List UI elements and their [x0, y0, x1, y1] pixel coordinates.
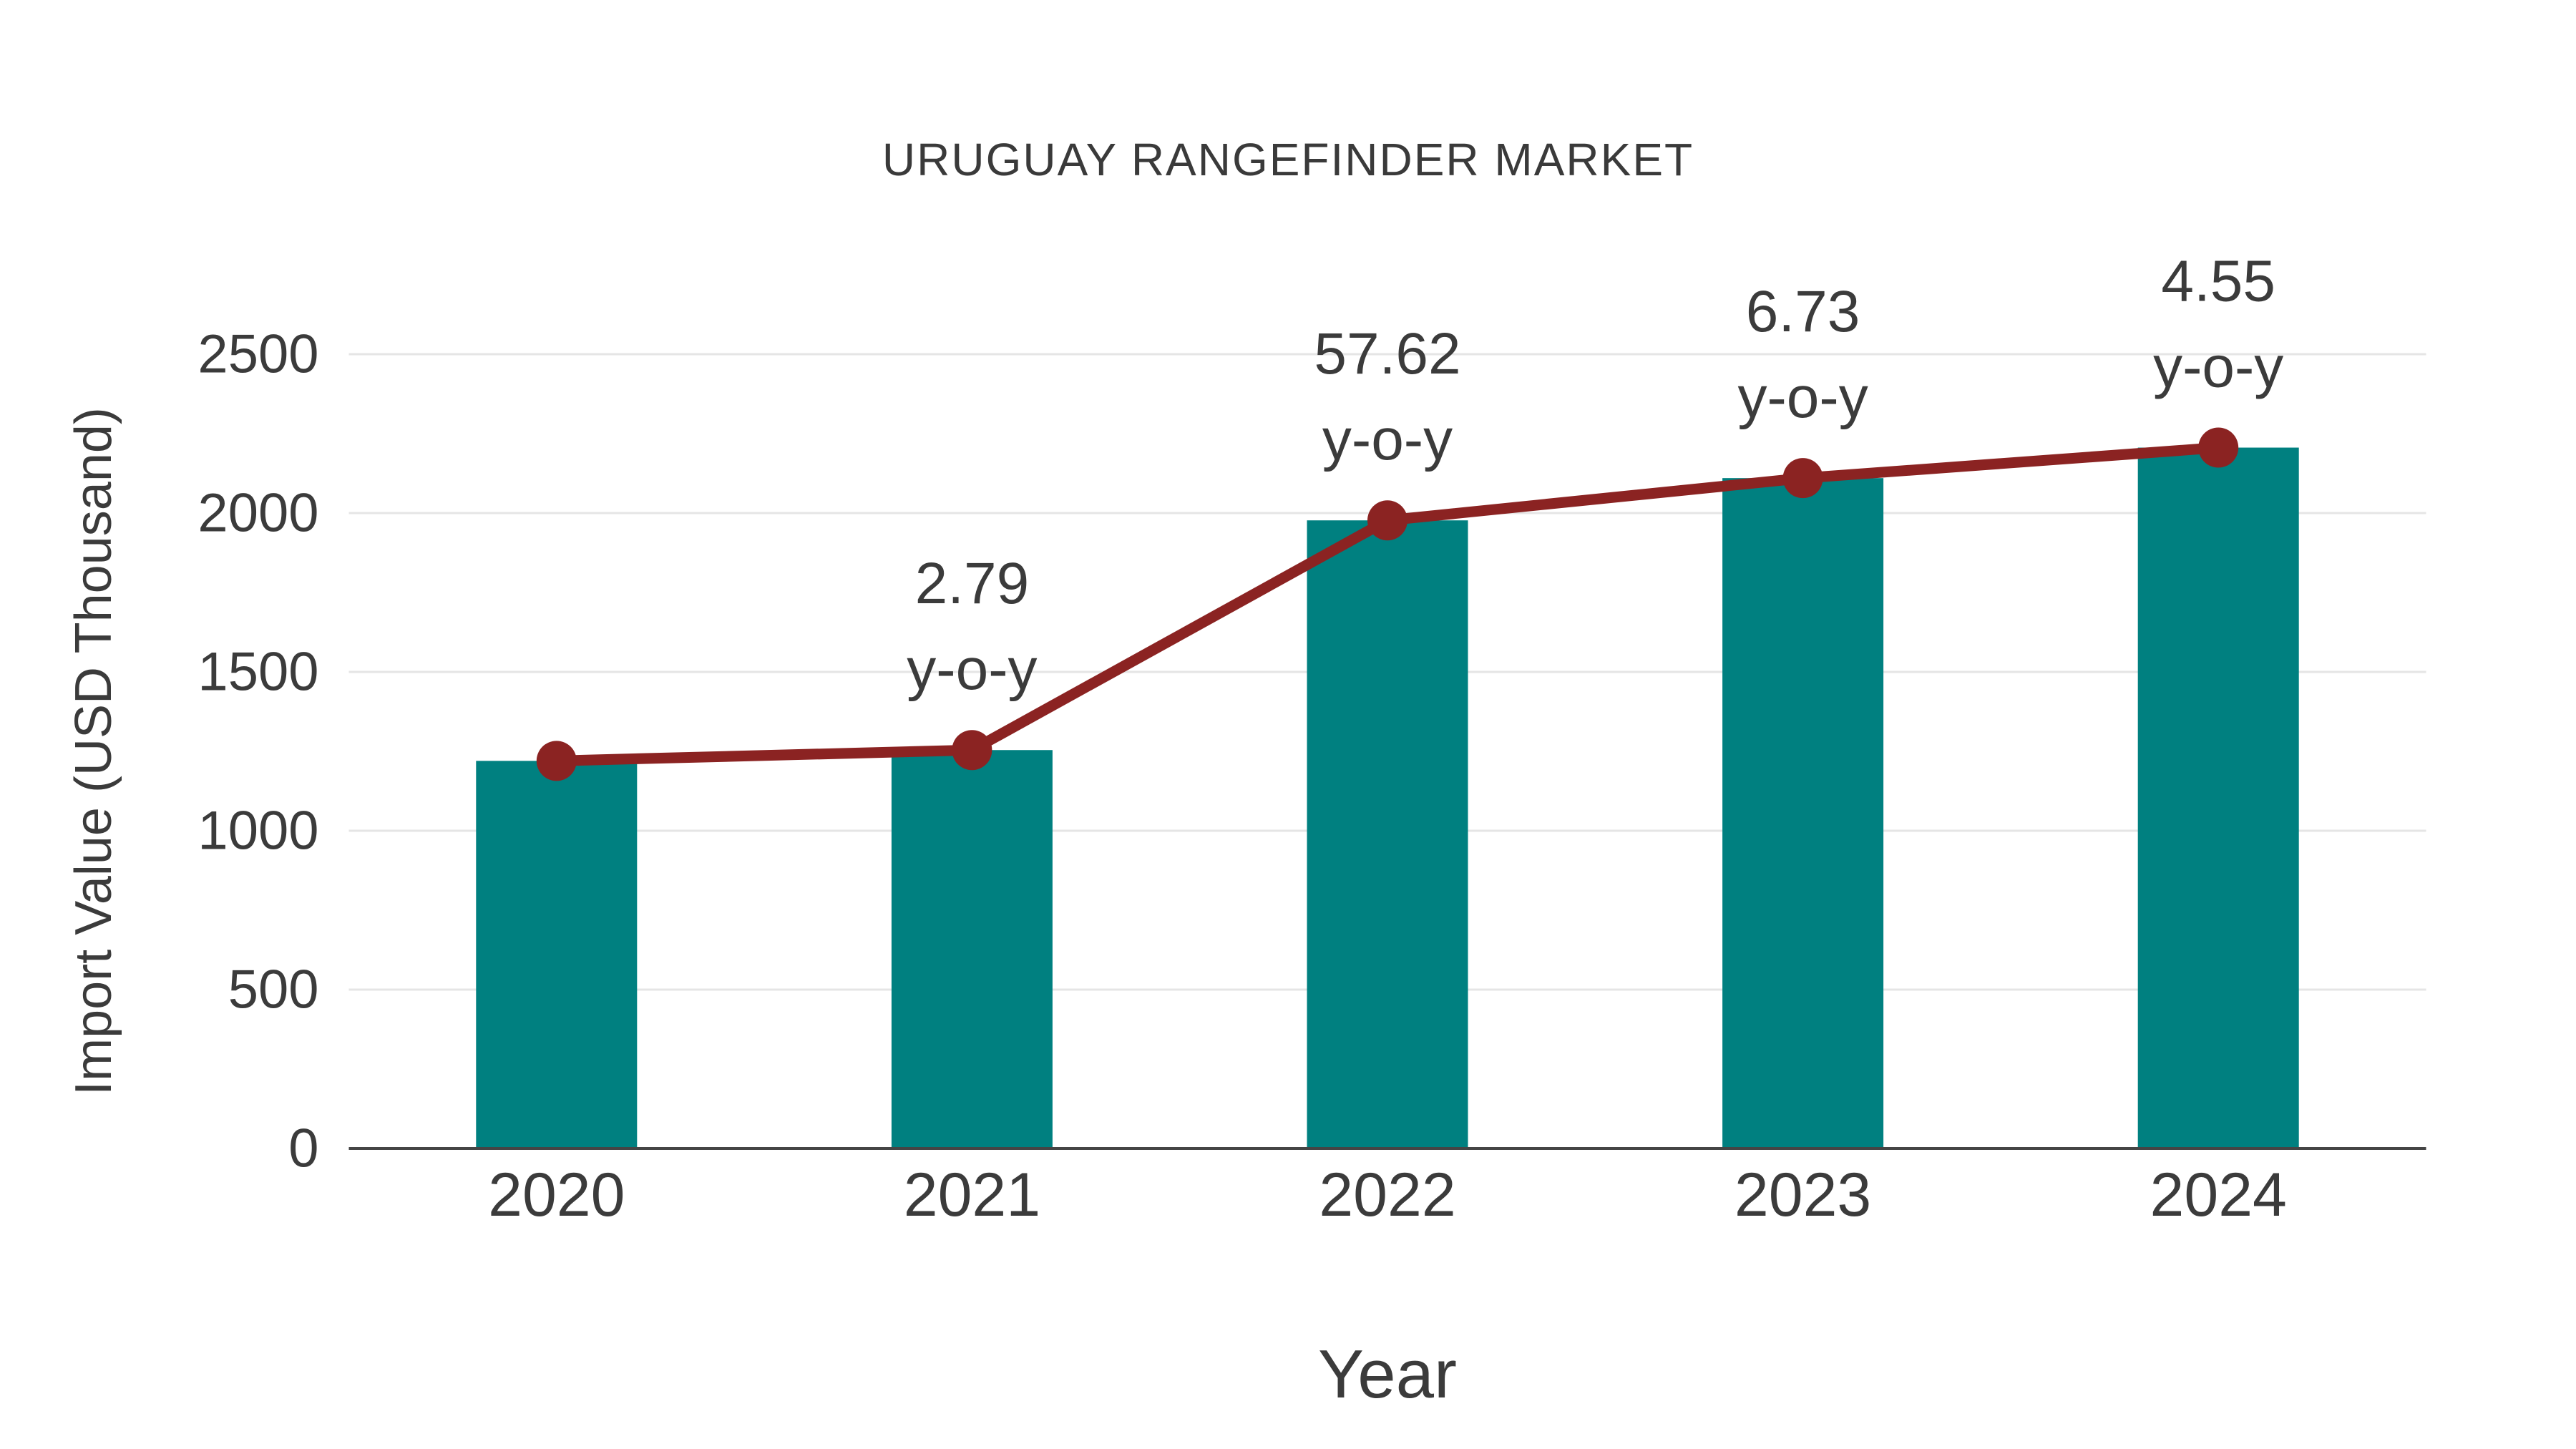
x-tick-label-2020: 2020: [488, 1161, 625, 1229]
y-tick-label-1500: 1500: [197, 642, 318, 703]
yoy-marker-2021[interactable]: [952, 730, 992, 771]
y-tick-label-1000: 1000: [197, 801, 318, 862]
yoy-annotation-value-2023: 6.73: [1746, 279, 1860, 344]
yoy-annotation-value-2022: 57.62: [1314, 321, 1460, 386]
yoy-marker-2022[interactable]: [1367, 500, 1407, 541]
y-tick-label-2000: 2000: [197, 483, 318, 544]
yoy-annotation-value-2024: 4.55: [2161, 249, 2275, 314]
yoy-annotation-suffix-2022: y-o-y: [1322, 407, 1453, 472]
yoy-annotation-suffix-2023: y-o-y: [1737, 365, 1868, 430]
yoy-annotation-value-2021: 2.79: [915, 551, 1030, 616]
y-tick-label-2500: 2500: [197, 324, 318, 385]
y-tick-label-0: 0: [288, 1118, 318, 1179]
x-tick-label-2022: 2022: [1319, 1161, 1455, 1229]
x-tick-label-2023: 2023: [1735, 1161, 1871, 1229]
x-tick-label-2024: 2024: [2150, 1161, 2287, 1229]
bar-2022[interactable]: [1307, 520, 1468, 1148]
yoy-marker-2024[interactable]: [2198, 427, 2239, 468]
y-tick-label-500: 500: [228, 960, 319, 1020]
yoy-marker-2020[interactable]: [536, 741, 577, 781]
bar-2020[interactable]: [476, 761, 638, 1148]
yoy-annotation-suffix-2024: y-o-y: [2153, 335, 2283, 400]
bar-2023[interactable]: [1722, 478, 1884, 1148]
yoy-annotation-suffix-2021: y-o-y: [907, 637, 1037, 702]
yoy-marker-2023[interactable]: [1782, 458, 1823, 499]
chart-title: URUGUAY RANGEFINDER MARKET: [882, 134, 1694, 185]
bar-2021[interactable]: [891, 750, 1053, 1148]
x-tick-label-2021: 2021: [904, 1161, 1040, 1229]
x-axis-title: Year: [1318, 1336, 1457, 1413]
bar-2024[interactable]: [2137, 447, 2299, 1148]
